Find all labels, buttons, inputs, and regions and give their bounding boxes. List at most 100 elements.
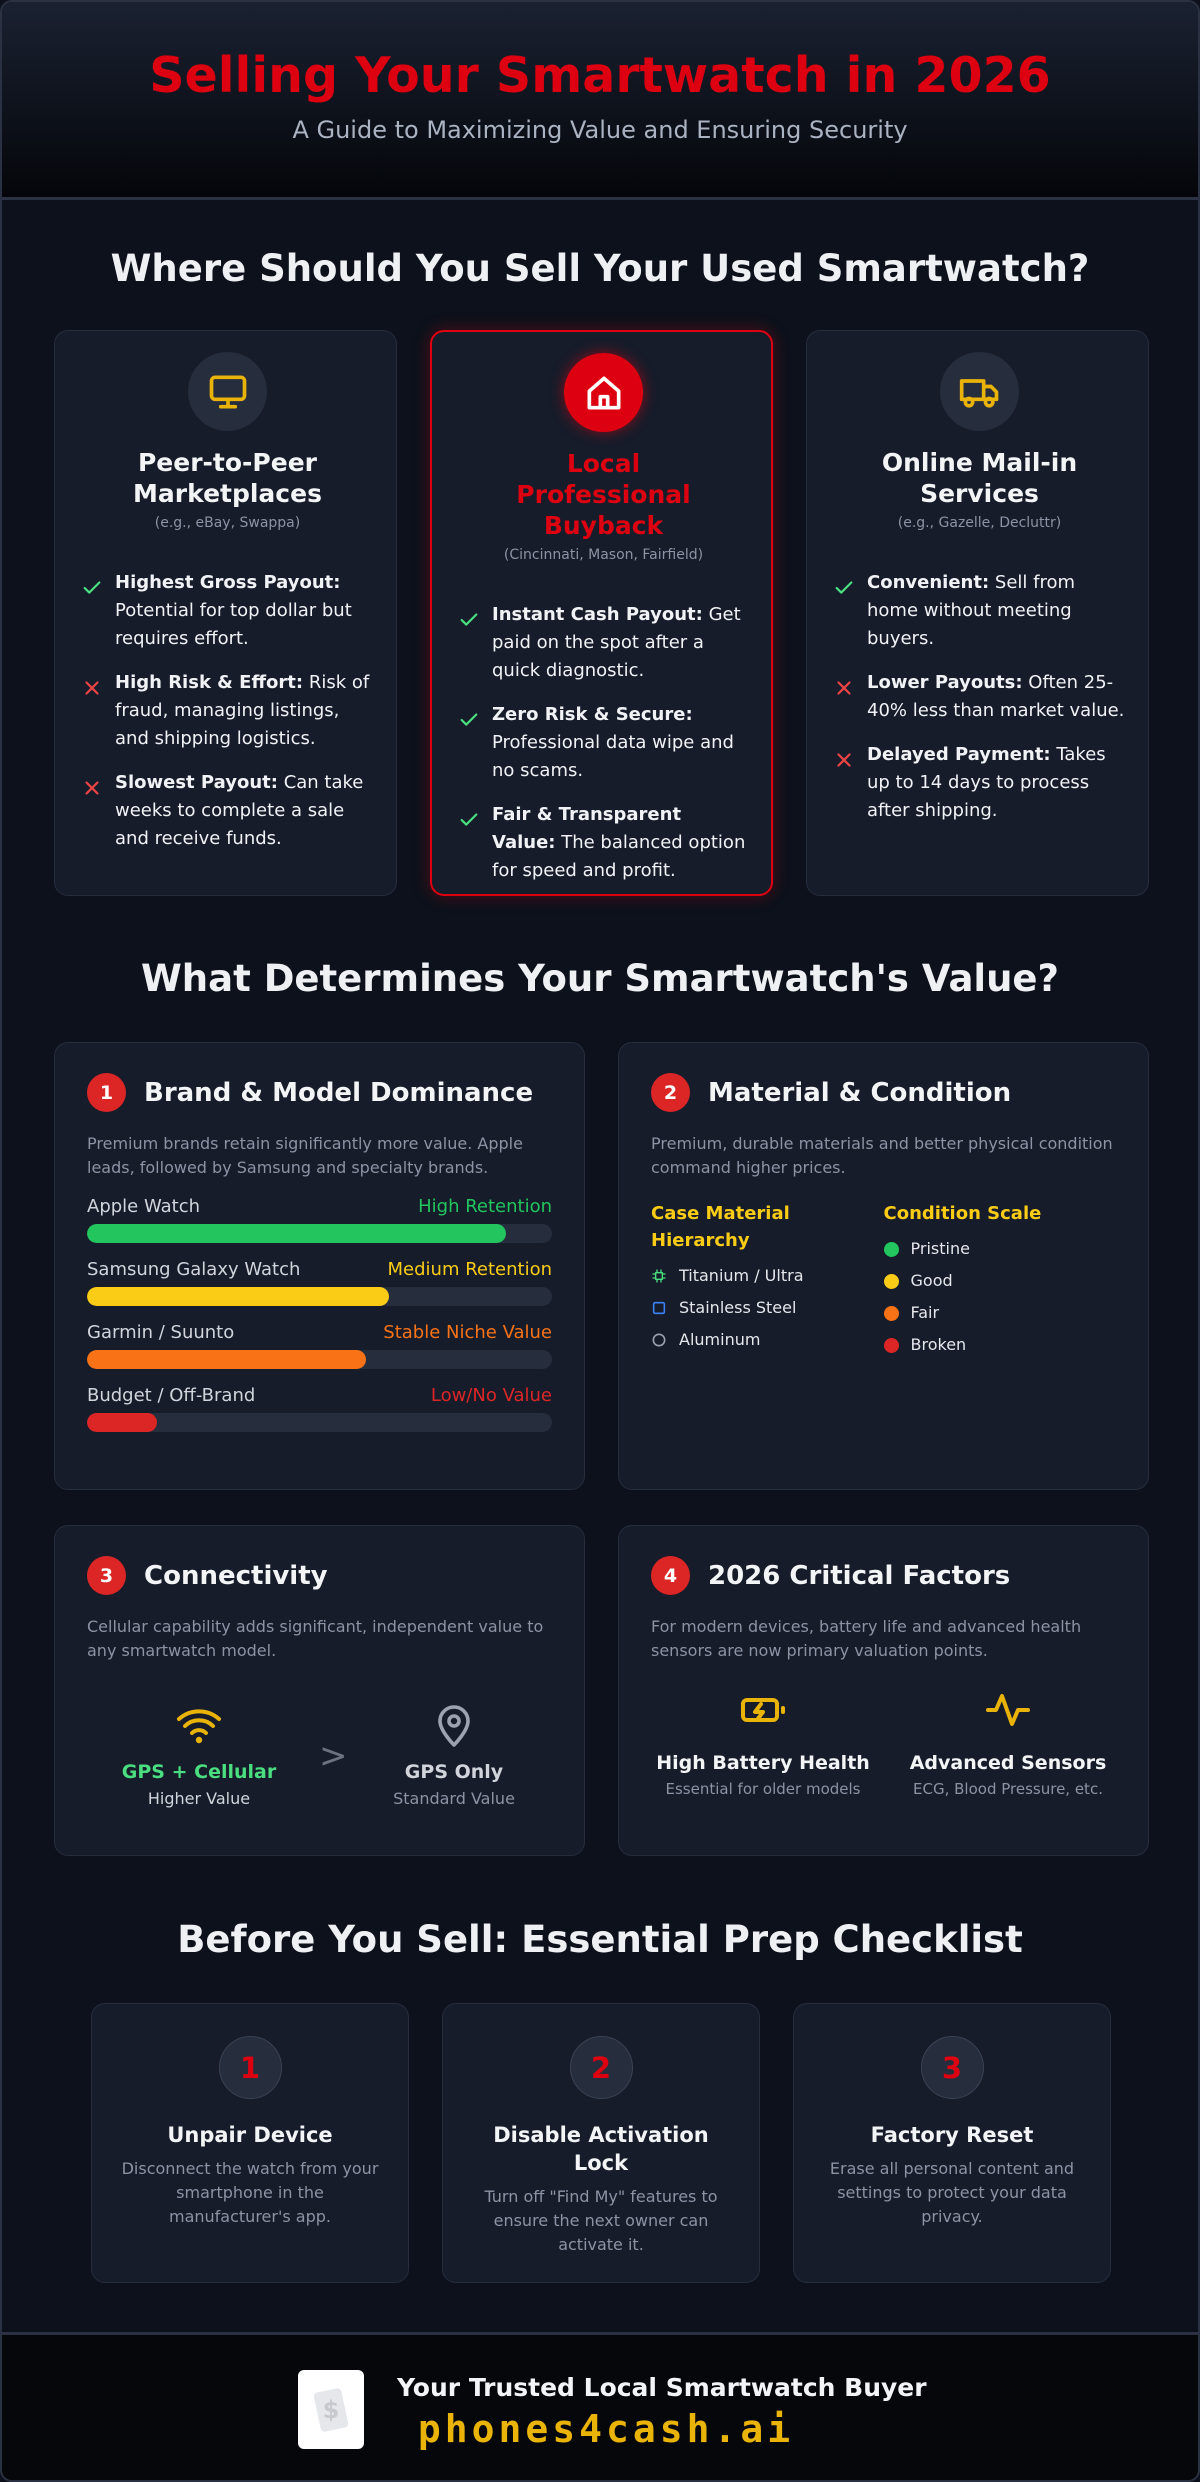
comparison-separator: > [319, 1736, 348, 1776]
condition-name: Broken [910, 1335, 967, 1354]
icon-part [209, 375, 246, 408]
factor-title: 2026 Critical Factors [708, 1560, 1011, 1591]
icon-part [835, 581, 853, 594]
connectivity-sub: Standard Value [393, 1789, 515, 1808]
factor-title: Brand & Model Dominance [144, 1077, 534, 1108]
material-item: Aluminum [651, 1324, 884, 1356]
point-body: Often 25-40% less than market value. [867, 672, 1125, 721]
option-points: Convenient: Sell from home without meeti… [833, 569, 1126, 825]
critical-icon [888, 1686, 1128, 1738]
brand-rating: Medium Retention [387, 1259, 553, 1280]
factor-description: Premium brands retain significantly more… [87, 1134, 523, 1177]
factor-number: 2 [651, 1073, 690, 1112]
option-points: Highest Gross Payout: Potential for top … [81, 569, 374, 853]
point-label: Highest Gross Payout: [115, 572, 341, 593]
brand-labels: Samsung Galaxy Watch Medium Retention [87, 1257, 552, 1283]
option-card: Peer-to-Peer Marketplaces (e.g., eBay, Sw… [54, 330, 397, 896]
connectivity-option: GPS + Cellular Higher Value [79, 1701, 319, 1808]
icon-part [652, 1333, 666, 1347]
critical-icon [643, 1686, 883, 1738]
check-icon [458, 701, 492, 785]
point-label: Delayed Payment: [867, 744, 1051, 765]
factor-card: 1 Brand & Model Dominance Premium brands r… [54, 1042, 585, 1490]
footer: $ Your Trusted Local Smartwatch Buyer ph… [2, 2332, 1198, 2480]
point: Delayed Payment: Takes up to 14 days to … [833, 741, 1126, 825]
point-text: Zero Risk & Secure: Professional data wi… [492, 701, 749, 785]
factor-title: Material & Condition [708, 1077, 1012, 1108]
materials: Case Material Hierarchy Titanium / Ultra S… [651, 1200, 884, 1361]
material-item: Titanium / Ultra [651, 1260, 884, 1292]
brand-name: phones4cash.ai [417, 2407, 795, 2451]
point-body: Can take weeks to complete a sale and re… [115, 772, 364, 849]
checklist-card: 1 Unpair Device Disconnect the watch from … [91, 2003, 409, 2283]
factor-header: 1 Brand & Model Dominance [87, 1073, 552, 1112]
point-text: Lower Payouts: Often 25-40% less than ma… [867, 669, 1126, 725]
connectivity-label: GPS + Cellular [121, 1761, 277, 1783]
logo-icon: $ [313, 2387, 349, 2432]
icon-part [83, 581, 101, 594]
factor-description: Premium, durable materials and better ph… [651, 1134, 1113, 1177]
icon-part [177, 1709, 221, 1744]
icon-part [587, 376, 620, 409]
brand-labels: Garmin / Suunto Stable Niche Value [87, 1320, 552, 1346]
option-title: Local Professional Buyback [516, 449, 691, 540]
connectivity-option: GPS Only Standard Value [334, 1701, 574, 1808]
point-body: Sell from home without meeting buyers. [867, 572, 1076, 649]
conditions: Condition Scale Pristine Good Fair Broken [883, 1200, 1117, 1361]
icon-part [85, 681, 99, 695]
condition-dot [883, 1337, 899, 1353]
connectivity-sub: Higher Value [147, 1789, 251, 1808]
factor-card: 4 2026 Critical Factors For modern devices… [618, 1525, 1149, 1856]
icon-part [983, 396, 995, 408]
icon-part [652, 1301, 666, 1315]
icon-part [438, 1705, 470, 1747]
section-heading: Where Should You Sell Your Used Smartwat… [110, 247, 1090, 290]
icon-part [959, 378, 998, 408]
cross-icon [833, 669, 867, 725]
material-icon [651, 1300, 667, 1316]
condition-item: Good [883, 1265, 1117, 1297]
critical-sub: Essential for older models [665, 1780, 861, 1798]
point-label: Zero Risk & Secure: [492, 704, 693, 725]
icon-part [460, 713, 478, 726]
point-text: High Risk & Effort: Risk of fraud, manag… [115, 669, 374, 753]
material-icon [651, 1268, 667, 1284]
connectivity-icon [79, 1701, 319, 1753]
subtitle: A Guide to Maximizing Value and Ensuring… [292, 116, 908, 144]
icon-part [85, 781, 99, 795]
icon-part [85, 681, 99, 695]
point-text: Convenient: Sell from home without meeti… [867, 569, 1126, 653]
point: Highest Gross Payout: Potential for top … [81, 569, 374, 653]
step-number: 1 [218, 2036, 282, 2099]
logo-glyph: $ [323, 2396, 340, 2424]
check-icon [458, 801, 492, 885]
point-body: Takes up to 14 days to process after shi… [867, 744, 1106, 821]
step-number: 3 [920, 2036, 984, 2099]
icon-part [209, 375, 246, 401]
critical-factor: Advanced Sensors ECG, Blood Pressure, etc… [888, 1686, 1128, 1798]
icon-part [986, 1694, 1030, 1726]
point: Slowest Payout: Can take weeks to comple… [81, 769, 374, 853]
option-card: Online Mail-in Services (e.g., Gazelle, D… [806, 330, 1149, 896]
check-icon [833, 569, 867, 653]
bar-track [87, 1224, 552, 1243]
icon-part [741, 1698, 785, 1722]
factor-number: 1 [87, 1073, 126, 1112]
icon-part [460, 613, 478, 626]
condition-name: Good [910, 1271, 953, 1290]
material-name: Titanium / Ultra [679, 1266, 804, 1285]
icon-part [587, 376, 620, 409]
step-title: Unpair Device [167, 2123, 333, 2147]
material-name: Aluminum [679, 1330, 761, 1349]
icon-part [652, 1269, 666, 1283]
checklist-card: 3 Factory Reset Erase all personal content… [793, 2003, 1111, 2283]
section-heading: Before You Sell: Essential Prep Checklis… [177, 1918, 1023, 1961]
point-label: Convenient: [867, 572, 990, 593]
icon-part [986, 1694, 1030, 1726]
icon-part [195, 1736, 203, 1744]
bar-track [87, 1350, 552, 1369]
point-label: Lower Payouts: [867, 672, 1023, 693]
critical-factor: High Battery Health Essential for older m… [643, 1686, 883, 1798]
option-title: Peer-to-Peer Marketplaces [133, 448, 322, 508]
